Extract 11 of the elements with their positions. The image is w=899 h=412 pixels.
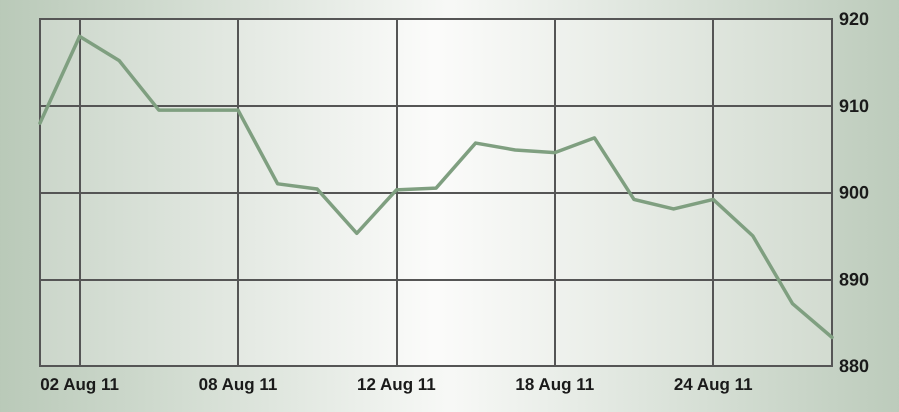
y-tick-label: 910	[839, 96, 870, 116]
x-tick-label: 02 Aug 11	[40, 375, 119, 394]
y-tick-label: 880	[839, 356, 870, 376]
x-tick-label: 08 Aug 11	[198, 375, 278, 394]
x-tick-label: 18 Aug 11	[515, 375, 594, 394]
y-tick-label: 890	[839, 269, 870, 290]
y-tick-label: 900	[839, 182, 870, 202]
x-tick-label: 12 Aug 11	[357, 375, 436, 394]
y-tick-label: 920	[839, 9, 870, 29]
line-series	[38, 34, 834, 340]
x-tick-label: 24 Aug 11	[674, 375, 753, 394]
